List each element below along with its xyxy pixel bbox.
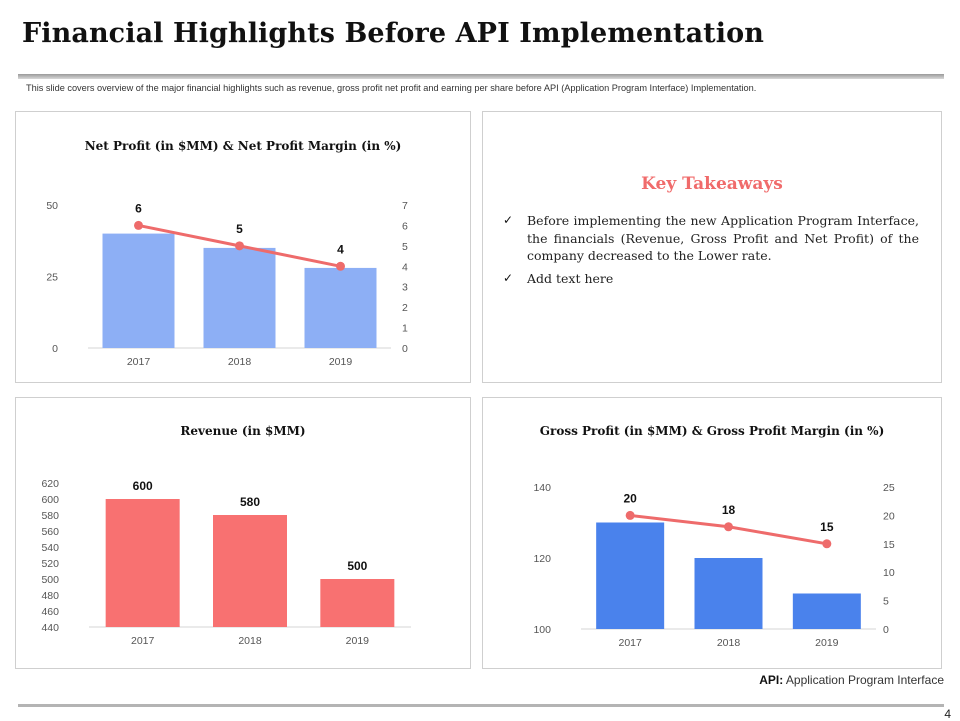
y2-tick-label: 2 <box>402 302 408 314</box>
bar <box>792 593 861 629</box>
data-label: 580 <box>240 495 260 509</box>
data-label: 18 <box>722 503 736 517</box>
revenue-chart-title: Revenue (in $MM) <box>180 424 306 438</box>
y2-tick-label: 3 <box>402 282 408 294</box>
footnote-text: Application Program Interface <box>785 673 944 687</box>
y-tick-label: 460 <box>41 606 59 618</box>
x-tick-label: 2018 <box>238 635 262 647</box>
y-tick-label: 500 <box>41 574 59 586</box>
net-profit-panel: Net Profit (in $MM) & Net Profit Margin … <box>15 111 471 383</box>
line-point <box>134 220 143 230</box>
y2-tick-label: 1 <box>402 323 408 335</box>
data-label: 600 <box>133 479 153 493</box>
data-label: 5 <box>236 222 243 236</box>
check-icon: ✓ <box>503 270 514 285</box>
y-tick-label: 440 <box>41 622 59 634</box>
list-item: ✓ Before implementing the new Application… <box>503 212 919 265</box>
bar <box>102 233 175 348</box>
y-tick-label: 0 <box>52 343 58 355</box>
y-tick-label: 25 <box>46 272 58 284</box>
y2-tick-label: 6 <box>402 220 408 232</box>
bottom-divider <box>18 704 944 707</box>
key-takeaways-list: ✓ Before implementing the new Application… <box>503 212 919 292</box>
data-label: 6 <box>135 201 142 215</box>
footnote: API: Application Program Interface <box>759 673 944 687</box>
takeaway-text: Before implementing the new Application … <box>527 213 919 263</box>
check-icon: ✓ <box>503 213 514 227</box>
bar <box>213 515 287 627</box>
line-point <box>625 510 635 520</box>
title-divider <box>18 74 944 79</box>
y-tick-label: 50 <box>46 200 58 212</box>
y-tick-label: 560 <box>41 526 59 538</box>
data-label: 20 <box>623 491 637 505</box>
takeaway-text: Add text here <box>527 270 614 286</box>
bar <box>694 558 763 629</box>
y2-tick-label: 15 <box>883 539 895 551</box>
y-tick-label: 480 <box>41 590 59 602</box>
y2-tick-label: 0 <box>402 343 408 355</box>
x-tick-label: 2017 <box>618 637 642 649</box>
line-point <box>724 522 733 532</box>
revenue-panel: Revenue (in $MM) 440 460 480 500 520 540 560 58… <box>15 397 471 669</box>
slide-subtitle: This slide covers overview of the major … <box>26 83 757 93</box>
gross-profit-chart-title: Gross Profit (in $MM) & Gross Profit Mar… <box>539 424 885 438</box>
x-tick-label: 2017 <box>131 635 155 647</box>
y2-tick-label: 5 <box>883 596 889 608</box>
x-tick-label: 2019 <box>815 637 839 649</box>
line-point <box>336 261 345 271</box>
y2-tick-label: 10 <box>883 567 895 579</box>
y-tick-label: 520 <box>41 558 59 570</box>
bar <box>596 522 665 629</box>
y-tick-label: 580 <box>41 510 59 522</box>
y-tick-label: 140 <box>533 482 551 494</box>
x-tick-label: 2019 <box>346 635 370 647</box>
y2-tick-label: 7 <box>402 200 408 212</box>
x-tick-label: 2019 <box>329 356 353 368</box>
y-tick-label: 600 <box>41 494 59 506</box>
footnote-label: API: <box>759 673 784 687</box>
data-label: 500 <box>347 559 367 573</box>
bar <box>320 579 395 627</box>
y2-tick-label: 20 <box>883 510 895 522</box>
y-tick-label: 100 <box>533 624 551 636</box>
key-takeaways-title: Key Takeaways <box>641 174 783 194</box>
revenue-chart: 440 460 480 500 520 540 560 580 600 620 2017 600 201… <box>41 478 411 647</box>
y-tick-label: 120 <box>533 553 551 565</box>
y2-tick-label: 25 <box>883 482 895 494</box>
net-profit-chart: 0 25 50 0 1 2 3 4 5 6 7 2017 2018 2019 6 5 4 <box>46 200 408 368</box>
y2-tick-label: 0 <box>883 624 889 636</box>
y-tick-label: 620 <box>41 478 59 490</box>
x-tick-label: 2018 <box>717 637 741 649</box>
key-takeaways-panel: Key Takeaways ✓ Before implementing the n… <box>482 111 942 383</box>
bar <box>105 499 180 627</box>
net-profit-chart-title: Net Profit (in $MM) & Net Profit Margin … <box>84 139 402 153</box>
line-point <box>822 539 832 549</box>
data-label: 4 <box>337 242 344 256</box>
gross-profit-panel: Gross Profit (in $MM) & Gross Profit Mar… <box>482 397 942 669</box>
line-point <box>235 241 244 251</box>
page-number: 4 <box>944 707 951 721</box>
y2-tick-label: 4 <box>402 261 408 273</box>
data-label: 15 <box>820 520 834 534</box>
y2-tick-label: 5 <box>402 241 408 253</box>
x-tick-label: 2017 <box>127 356 151 368</box>
x-tick-label: 2018 <box>228 356 252 368</box>
bar <box>203 247 276 348</box>
list-item: ✓ Add text here <box>503 270 919 288</box>
bar <box>304 267 377 348</box>
page-title: Financial Highlights Before API Implemen… <box>22 18 764 49</box>
y-tick-label: 540 <box>41 542 59 554</box>
